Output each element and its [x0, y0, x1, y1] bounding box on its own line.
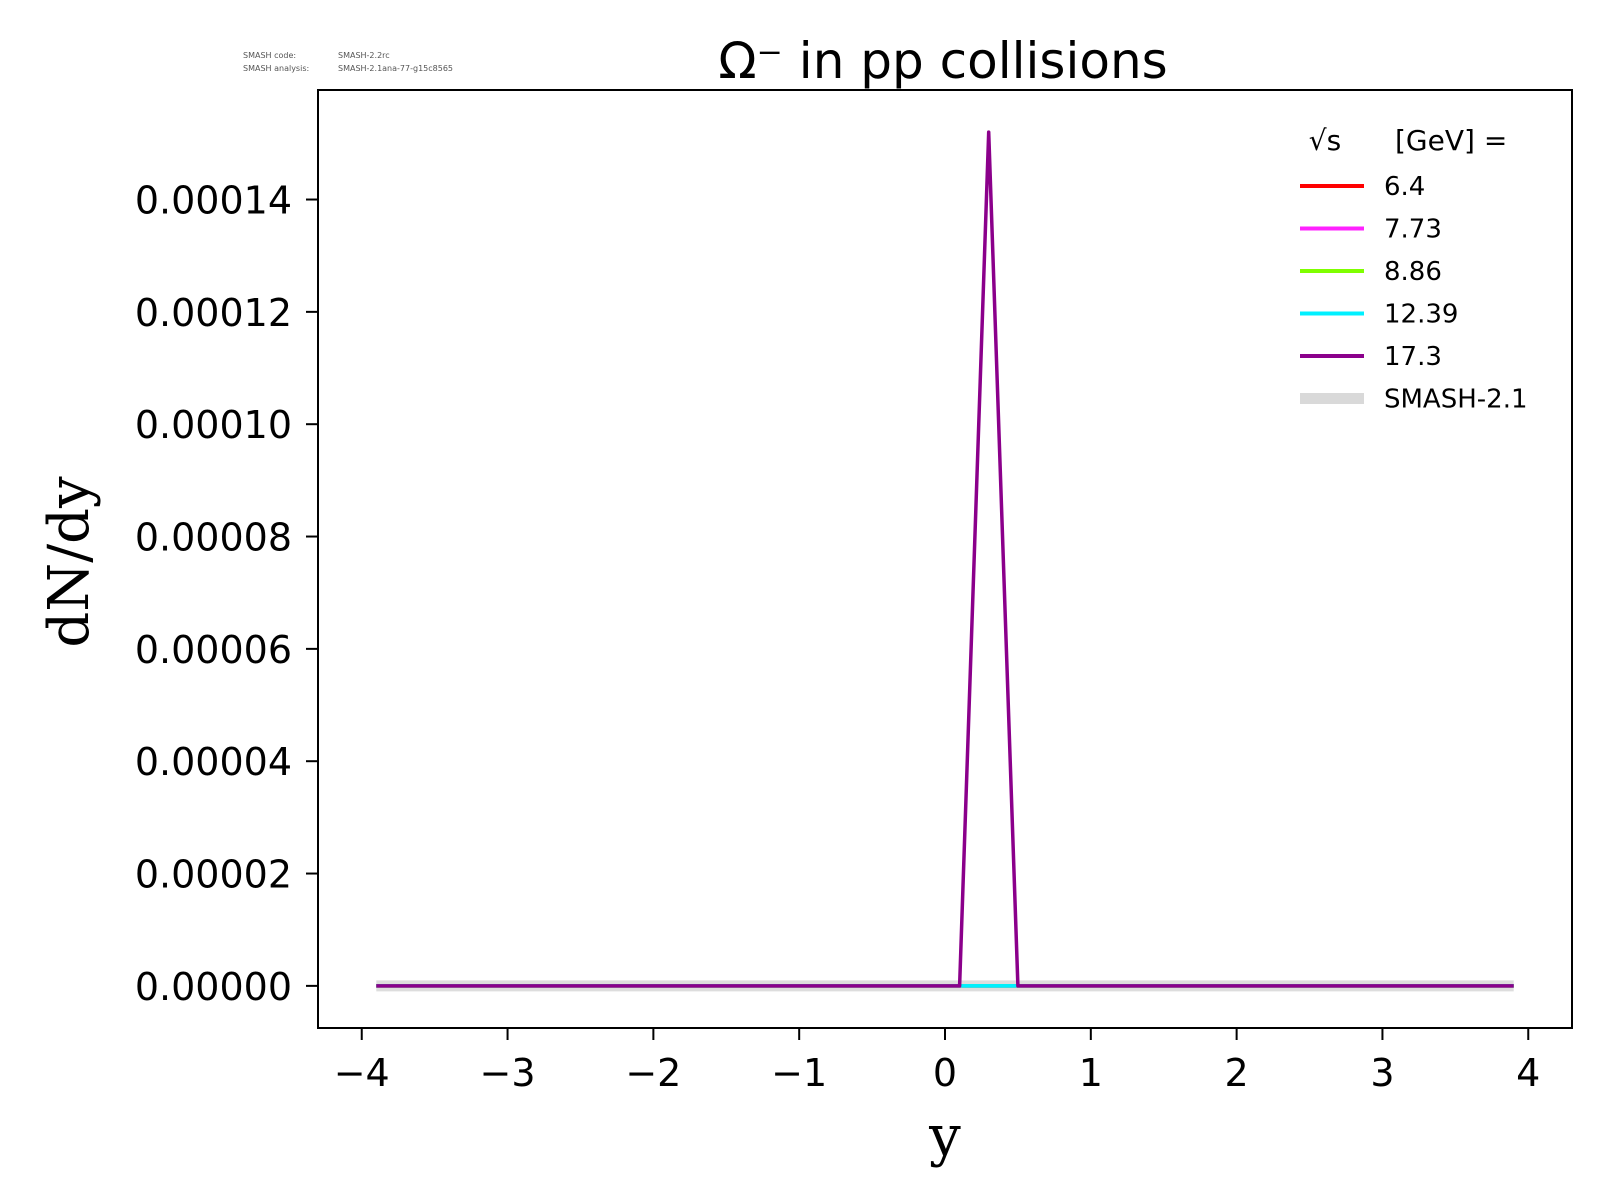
y-tick-label: 0.00008: [135, 516, 292, 560]
y-tick-label: 0.00000: [135, 965, 292, 1009]
legend-label: SMASH-2.1: [1384, 385, 1528, 415]
legend-label: 6.4: [1384, 172, 1425, 202]
y-axis-ticks: 0.00000 0.00002 0.00004 0.00006 0.00008 0.000…: [135, 179, 318, 1009]
x-tick-label: −1: [771, 1051, 827, 1095]
x-tick-label: 0: [933, 1051, 957, 1095]
x-tick-label: 1: [1079, 1051, 1103, 1095]
x-tick-label: 3: [1370, 1051, 1394, 1095]
y-tick-label: 0.00010: [135, 403, 292, 447]
legend-label: 17.3: [1384, 342, 1442, 372]
meta-code-value: SMASH-2.2rc: [338, 51, 390, 60]
plot-frame: [317, 89, 1573, 1029]
legend-label: 7.73: [1384, 215, 1442, 245]
meta-analysis-value: SMASH-2.1ana-77-g15c8565: [338, 64, 453, 73]
legend-label: 12.39: [1384, 300, 1458, 330]
x-tick-label: −4: [334, 1051, 390, 1095]
x-tick-label: 2: [1225, 1051, 1249, 1095]
legend: √s [GeV] = 6.4 7.73 8.86 12.39 17.3 SMASH-2.1: [1300, 124, 1528, 415]
legend-entries: 6.4 7.73 8.86 12.39 17.3 SMASH-2.1: [1300, 172, 1528, 415]
series-line-17-3: [376, 130, 1514, 988]
legend-label: 8.86: [1384, 257, 1442, 287]
y-axis-label: dN/dy: [37, 476, 102, 648]
x-axis-label: y: [928, 1104, 961, 1169]
meta-code-label: SMASH code:: [243, 51, 296, 60]
x-axis-ticks: −4 −3 −2 −1 0 1 2 3 4: [334, 1028, 1540, 1095]
x-tick-label: 4: [1516, 1051, 1540, 1095]
y-tick-label: 0.00006: [135, 628, 292, 672]
meta-analysis-label: SMASH analysis:: [243, 64, 309, 73]
chart-title: Ω⁻ in pp collisions: [718, 32, 1167, 90]
y-tick-label: 0.00012: [135, 291, 292, 335]
y-tick-label: 0.00002: [135, 853, 292, 897]
series-layer: [376, 130, 1514, 992]
x-tick-label: −3: [480, 1051, 536, 1095]
legend-title-unit: [GeV] =: [1395, 124, 1507, 157]
y-tick-label: 0.00014: [135, 179, 292, 223]
legend-title-sqrt: √s: [1309, 124, 1341, 157]
x-tick-label: −2: [625, 1051, 681, 1095]
y-tick-label: 0.00004: [135, 740, 292, 784]
